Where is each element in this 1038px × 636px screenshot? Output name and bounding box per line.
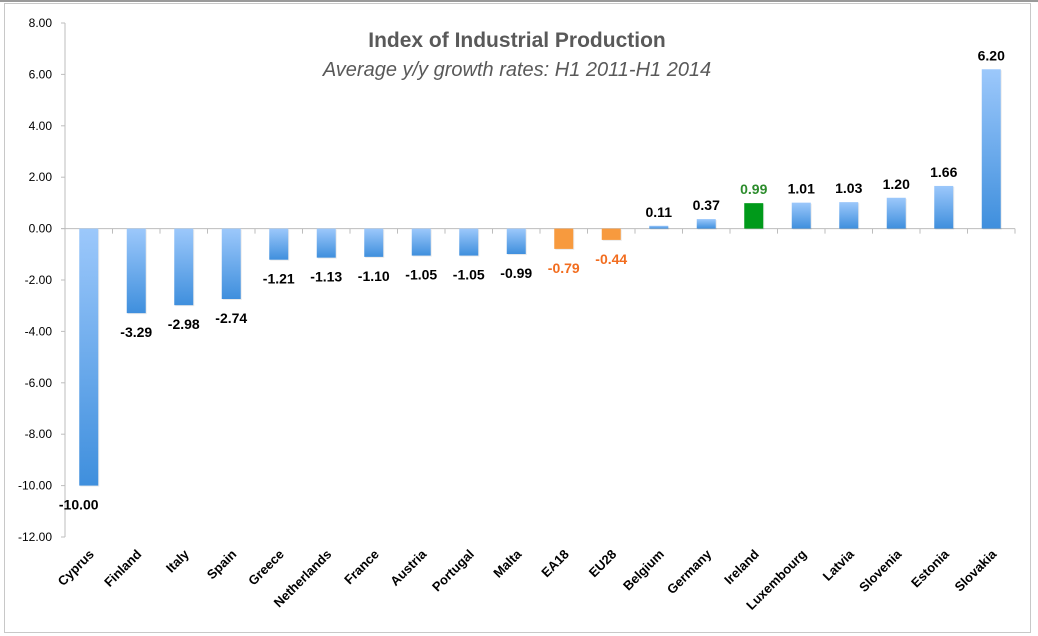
category-label: EU28 xyxy=(586,547,620,581)
bar-malta xyxy=(506,228,526,255)
chart-subtitle: Average y/y growth rates: H1 2011-H1 201… xyxy=(322,59,711,81)
category-label: Portugal xyxy=(429,547,477,595)
bar-france xyxy=(364,228,384,257)
value-label: -3.29 xyxy=(120,324,152,340)
value-label: -1.05 xyxy=(405,267,437,283)
y-tick-label: 2.00 xyxy=(29,170,53,184)
y-tick-label: 6.00 xyxy=(29,67,53,81)
value-label: 6.20 xyxy=(978,47,1005,63)
y-tick-label: -2.00 xyxy=(25,273,53,287)
y-tick-label: -6.00 xyxy=(25,376,53,390)
category-label: Latvia xyxy=(820,546,858,584)
value-label: -0.44 xyxy=(595,251,627,267)
category-label: Ireland xyxy=(721,546,762,587)
category-label: Malta xyxy=(490,546,525,581)
bar-finland xyxy=(126,228,146,314)
category-label: Italy xyxy=(163,546,193,576)
bar-belgium xyxy=(649,225,669,229)
value-label: -10.00 xyxy=(59,497,99,513)
y-tick-label: -10.00 xyxy=(18,479,52,493)
bar-luxembourg xyxy=(791,202,811,229)
bar-netherlands xyxy=(316,228,336,258)
category-label: Slovakia xyxy=(951,546,999,594)
bars xyxy=(79,69,1002,487)
category-label: Cyprus xyxy=(55,547,97,589)
category-label: Slovenia xyxy=(856,546,905,595)
bar-slovakia xyxy=(981,69,1001,229)
value-label: -1.21 xyxy=(263,271,295,287)
bar-eu28 xyxy=(601,228,621,240)
category-label: Austria xyxy=(387,546,430,589)
bar-austria xyxy=(411,228,431,256)
value-label: 0.99 xyxy=(740,181,767,197)
category-label: Finland xyxy=(101,546,144,589)
chart-title: Index of Industrial Production xyxy=(368,29,666,52)
value-label: -2.74 xyxy=(215,310,247,326)
bar-greece xyxy=(269,228,289,260)
bar-spain xyxy=(221,228,241,300)
category-label: Germany xyxy=(664,546,715,597)
category-label: Greece xyxy=(245,547,287,589)
value-label: 1.03 xyxy=(835,180,862,196)
value-label: 1.01 xyxy=(788,181,815,197)
window-top-edge xyxy=(0,0,1038,2)
bar-ea18 xyxy=(554,228,574,249)
value-label: 0.11 xyxy=(646,204,673,220)
value-label: -0.99 xyxy=(500,265,532,281)
y-tick-label: -8.00 xyxy=(25,427,53,441)
y-tick-label: -12.00 xyxy=(18,530,52,544)
category-labels: Cyprus Finland Italy Spain GreeceNetherlands… xyxy=(55,546,1000,613)
bar-slovenia xyxy=(886,197,906,229)
value-labels: -10.00 -3.29 -2.98 -2.74 -1.21 -1.13 -1.10 -1.0… xyxy=(59,47,1005,512)
value-label: -1.13 xyxy=(310,269,342,285)
value-label: -1.10 xyxy=(358,268,390,284)
y-tick-label: 0.00 xyxy=(29,222,53,236)
bar-ireland xyxy=(744,203,764,229)
bar-estonia xyxy=(934,185,954,229)
bar-italy xyxy=(174,228,194,306)
bar-germany xyxy=(696,219,716,229)
y-tick-label: -4.00 xyxy=(25,324,53,338)
value-label: -0.79 xyxy=(548,260,580,276)
category-label: EA18 xyxy=(538,547,572,581)
category-label: France xyxy=(341,547,382,588)
bar-cyprus xyxy=(79,228,99,486)
chart-frame xyxy=(4,3,1031,633)
y-tick-label: 8.00 xyxy=(29,16,53,30)
bar-portugal xyxy=(459,228,479,256)
value-label: 1.66 xyxy=(930,164,957,180)
category-label: Belgium xyxy=(620,547,667,594)
y-tick-label: 4.00 xyxy=(29,119,53,133)
category-label: Spain xyxy=(204,546,240,582)
value-label: -1.05 xyxy=(453,267,485,283)
value-label: 1.20 xyxy=(883,176,910,192)
value-label: 0.37 xyxy=(693,197,720,213)
category-label: Estonia xyxy=(908,546,952,590)
value-label: -2.98 xyxy=(168,316,200,332)
bar-latvia xyxy=(839,202,859,229)
axes: 8.00 6.00 4.00 2.00 0.00 -2.00 -4.00 -6.00 -8.00… xyxy=(18,16,1016,544)
